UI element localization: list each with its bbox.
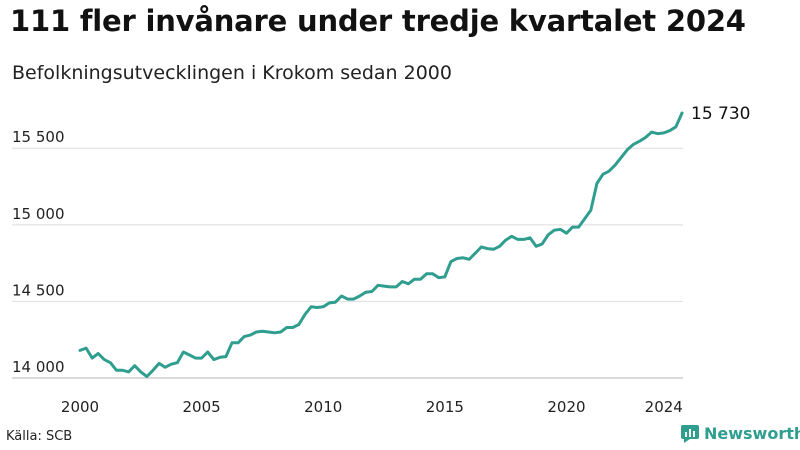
- chart-title: 111 fler invånare under tredje kvartalet…: [10, 4, 746, 38]
- y-tick-label: 14 500: [12, 281, 65, 299]
- x-tick-label: 2015: [426, 398, 464, 416]
- newsworthy-logo: Newsworthy: [681, 424, 800, 443]
- x-tick-label: 2024: [645, 398, 683, 416]
- chart-subtitle: Befolkningsutvecklingen i Krokom sedan 2…: [12, 62, 452, 84]
- source-note: Källa: SCB: [6, 429, 73, 444]
- x-tick-label: 2020: [547, 398, 585, 416]
- x-tick-label: 2005: [183, 398, 221, 416]
- newsworthy-logo-text: Newsworthy: [704, 424, 800, 443]
- x-tick-label: 2010: [304, 398, 342, 416]
- y-tick-label: 15 000: [12, 205, 65, 223]
- y-tick-label: 15 500: [12, 128, 65, 146]
- x-tick-label: 2000: [61, 398, 99, 416]
- y-tick-label: 14 000: [12, 358, 65, 376]
- series-line: [78, 111, 684, 378]
- newsworthy-logo-icon: [681, 424, 699, 443]
- end-value-label: 15 730: [691, 104, 750, 124]
